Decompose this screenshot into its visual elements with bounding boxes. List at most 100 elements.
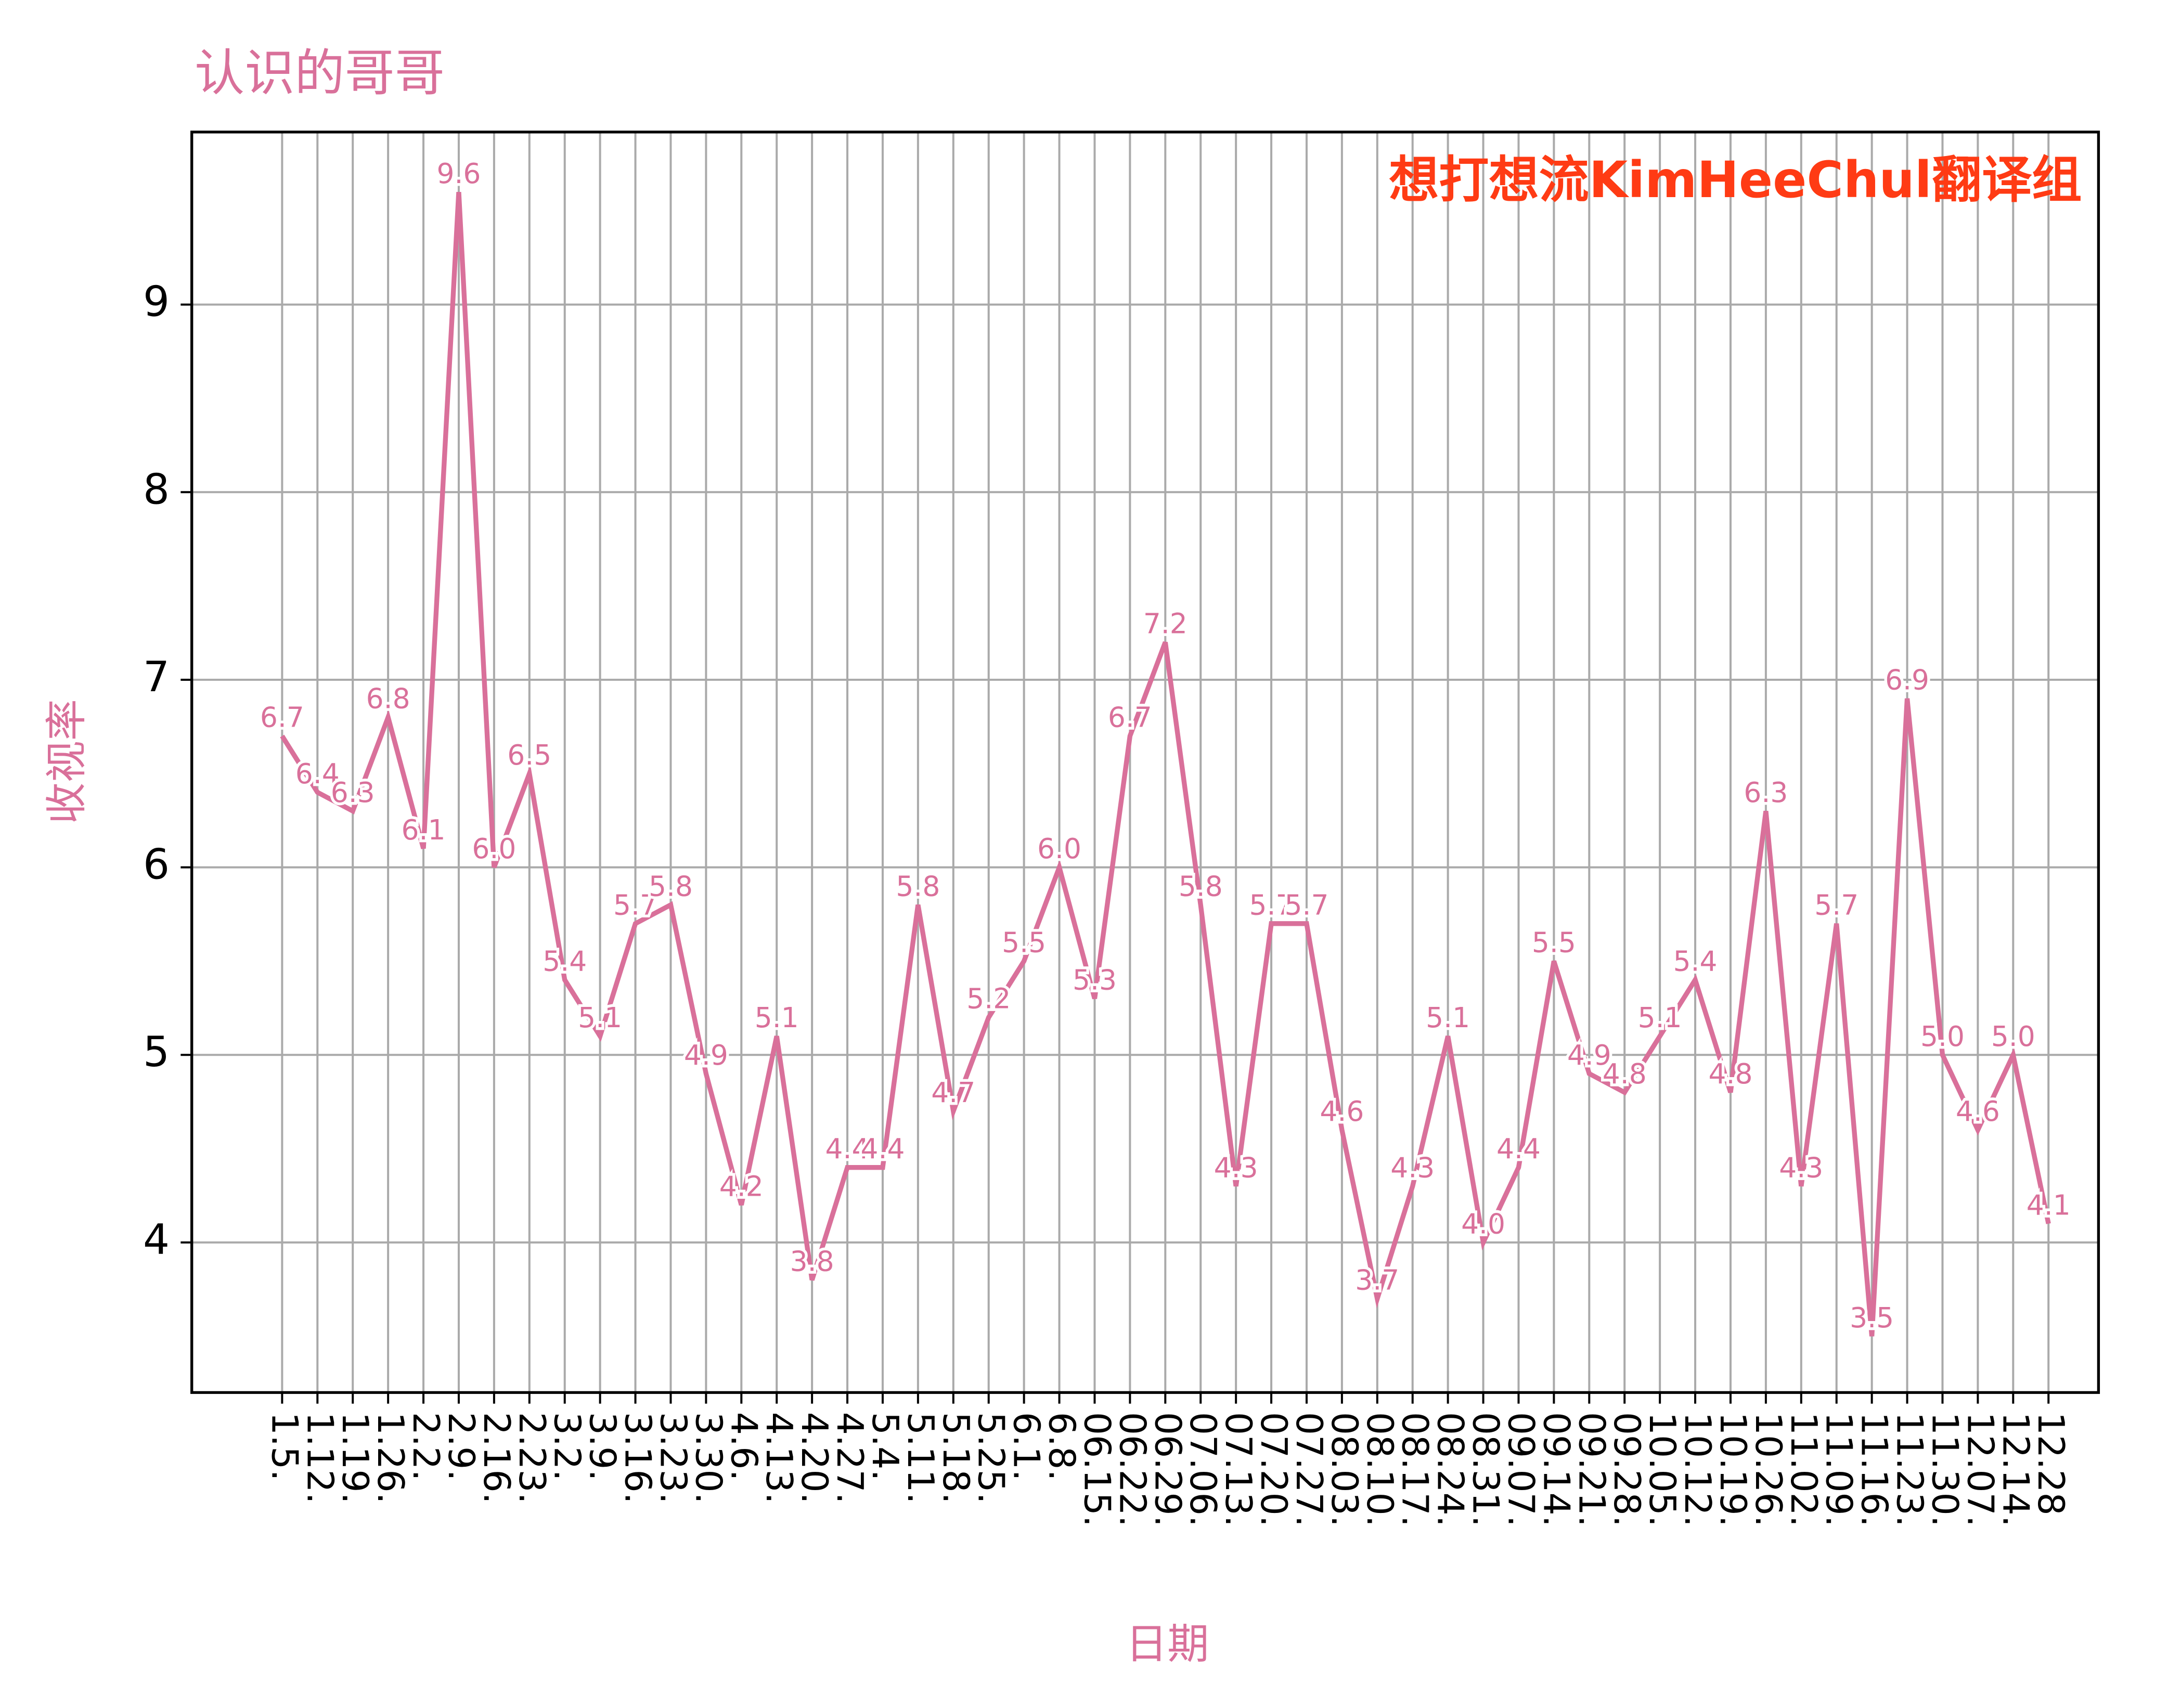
data-label: 4.0 — [1461, 1207, 1505, 1240]
x-tick-label: 08.10. — [1359, 1412, 1400, 1527]
data-label: 3.8 — [790, 1245, 834, 1278]
data-label: 5.1 — [755, 1001, 799, 1034]
data-label: 5.3 — [1073, 964, 1117, 997]
x-tick-label: 11.30. — [1924, 1412, 1965, 1527]
data-label: 5.1 — [1426, 1001, 1470, 1034]
x-tick-label: 08.03. — [1323, 1412, 1365, 1527]
data-label: 4.4 — [860, 1132, 905, 1165]
data-label: 5.5 — [1002, 926, 1046, 959]
x-tick-label: 5.25. — [970, 1412, 1012, 1504]
y-axis-label: 收视率 — [43, 699, 91, 824]
x-tick-label: 2.23. — [511, 1412, 552, 1504]
x-tick-label: 5.11. — [899, 1412, 941, 1504]
annotation: 想打想流KimHeeChul翻译组 — [1389, 151, 2082, 209]
data-label: 4.6 — [1956, 1095, 2000, 1128]
x-tick-label: 08.17. — [1394, 1412, 1436, 1527]
data-label: 5.8 — [649, 870, 693, 902]
x-tick-label: 08.31. — [1465, 1412, 1506, 1527]
data-label: 6.4 — [295, 757, 340, 790]
x-tick-label: 12.07. — [1959, 1412, 2001, 1527]
x-tick-label: 6.8. — [1041, 1412, 1082, 1481]
data-label: 7.2 — [1143, 607, 1188, 640]
plot-frame — [190, 131, 2100, 1394]
data-label: 4.2 — [719, 1170, 764, 1202]
data-label: 5.1 — [1638, 1001, 1682, 1034]
data-label: 5.4 — [543, 945, 587, 978]
x-tick-label: 11.09. — [1818, 1412, 1860, 1527]
data-label: 5.7 — [613, 888, 657, 921]
y-tick-label: 6 — [143, 840, 170, 889]
data-label: 4.3 — [1779, 1151, 1823, 1184]
x-tick-label: 4.27. — [829, 1412, 870, 1504]
x-tick-label: 12.28 — [2030, 1412, 2071, 1516]
x-tick-label: 1.19. — [334, 1412, 376, 1504]
x-tick-label: 1.26. — [369, 1412, 411, 1504]
data-label: 3.7 — [1355, 1264, 1399, 1297]
x-tick-label: 11.02. — [1783, 1412, 1824, 1527]
x-tick-label: 07.20. — [1253, 1412, 1294, 1527]
x-tick-label: 09.07. — [1500, 1412, 1541, 1527]
data-label: 5.4 — [1673, 945, 1718, 978]
x-tick-label: 3.30. — [687, 1412, 729, 1504]
data-label: 5.7 — [1249, 888, 1294, 921]
data-label: 6.0 — [472, 832, 516, 865]
data-label: 6.9 — [1885, 664, 1929, 696]
data-label: 3.5 — [1850, 1301, 1894, 1334]
x-tick-label: 07.06. — [1182, 1412, 1223, 1527]
x-tick-label: 4.13. — [758, 1412, 799, 1504]
y-tick-label: 4 — [143, 1215, 170, 1264]
data-label: 5.2 — [966, 982, 1011, 1015]
chart-title: 认识的哥哥 — [195, 44, 445, 102]
x-tick-label: 09.14. — [1535, 1412, 1577, 1527]
data-label: 6.7 — [1108, 701, 1152, 734]
x-tick-label: 06.15. — [1076, 1412, 1117, 1527]
x-axis-label: 日期 — [1126, 1620, 1209, 1668]
data-label: 4.9 — [1567, 1039, 1611, 1071]
x-tick-label: 10.05. — [1641, 1412, 1683, 1527]
x-tick-label: 3.9. — [582, 1412, 623, 1481]
x-tick-label: 10.26. — [1747, 1412, 1789, 1527]
x-tick-label: 2.9. — [440, 1412, 482, 1481]
x-tick-label: 11.16. — [1853, 1412, 1895, 1527]
x-tick-label: 10.19. — [1712, 1412, 1753, 1527]
x-tick-label: 6.1. — [1005, 1412, 1047, 1481]
data-label: 6.5 — [507, 739, 551, 771]
x-tick-label: 4.6. — [722, 1412, 764, 1481]
y-tick-label: 9 — [143, 278, 170, 326]
data-label: 9.6 — [436, 157, 481, 190]
data-label: 4.7 — [931, 1076, 975, 1109]
x-tick-label: 1.12. — [299, 1412, 340, 1504]
data-label: 4.8 — [1708, 1057, 1752, 1090]
x-tick-label: 1.5. — [263, 1412, 305, 1481]
x-tick-label: 06.29. — [1146, 1412, 1188, 1527]
data-label: 4.1 — [2027, 1188, 2071, 1221]
x-tick-label: 5.4. — [864, 1412, 906, 1481]
x-tick-label: 4.20. — [793, 1412, 835, 1504]
data-label: 4.3 — [1214, 1151, 1258, 1184]
data-label: 6.0 — [1037, 832, 1081, 865]
data-label: 6.3 — [1744, 776, 1788, 809]
y-tick-label: 5 — [143, 1028, 170, 1076]
data-label: 6.3 — [331, 776, 375, 809]
data-label: 6.7 — [260, 701, 304, 734]
x-tick-label: 3.2. — [546, 1412, 588, 1481]
data-label: 4.8 — [1603, 1057, 1647, 1090]
data-label: 4.3 — [1390, 1151, 1435, 1184]
x-tick-label: 5.18. — [935, 1412, 976, 1504]
x-tick-label: 10.12. — [1676, 1412, 1718, 1527]
x-tick-label: 2.16. — [475, 1412, 517, 1504]
data-label: 4.4 — [825, 1132, 870, 1165]
y-tick-label: 7 — [143, 653, 170, 701]
x-tick-label: 2.2. — [405, 1412, 446, 1481]
data-label: 5.1 — [578, 1001, 622, 1034]
data-label: 6.1 — [402, 813, 446, 846]
data-label: 5.8 — [1179, 870, 1223, 902]
data-label: 4.6 — [1320, 1095, 1364, 1128]
x-tick-label: 06.22. — [1111, 1412, 1153, 1527]
data-label: 6.8 — [366, 682, 410, 715]
x-tick-label: 12.14. — [1994, 1412, 2036, 1527]
data-label: 4.9 — [684, 1039, 728, 1071]
data-label: 5.5 — [1532, 926, 1576, 959]
x-tick-label: 09.21. — [1570, 1412, 1612, 1527]
data-label: 4.4 — [1496, 1132, 1541, 1165]
